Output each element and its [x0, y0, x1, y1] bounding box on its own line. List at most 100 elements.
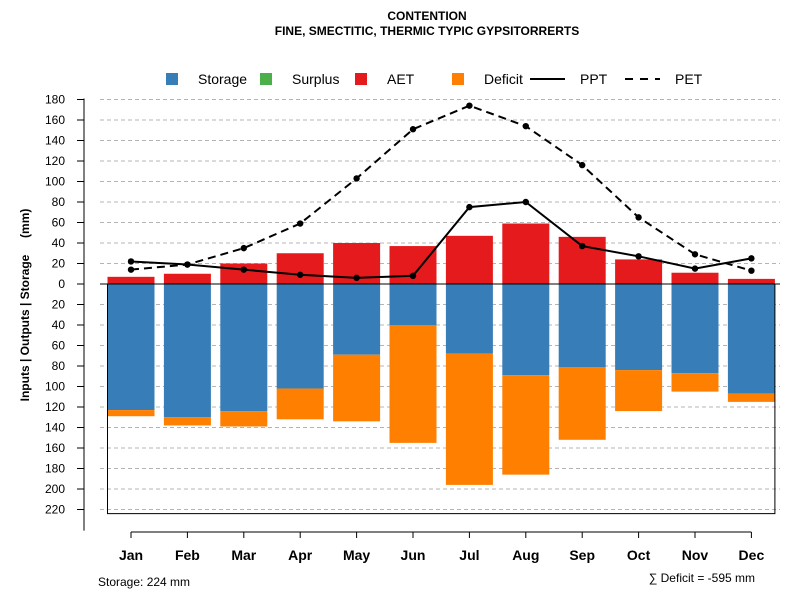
ppt-point: [409, 272, 417, 279]
storage-bar-mar: [220, 284, 268, 412]
y-tick-label: 120: [45, 154, 65, 168]
x-tick-label-sep: Sep: [569, 547, 595, 563]
storage-bar-aug: [502, 284, 550, 376]
legend-label-deficit: Deficit: [484, 71, 523, 87]
x-tick-label-jun: Jun: [401, 547, 426, 563]
lines: [127, 102, 755, 282]
deficit-bar-feb: [163, 417, 211, 426]
y-tick-label: 80: [52, 359, 66, 373]
y-tick-label: 180: [45, 462, 65, 476]
y-tick-label: 180: [45, 93, 65, 107]
aet-bar-aug: [502, 223, 550, 284]
deficit-bar-may: [333, 354, 381, 422]
y-tick-label: 160: [45, 441, 65, 455]
aet-bar-oct: [615, 259, 663, 284]
pet-point: [691, 251, 699, 258]
pet-point: [409, 126, 417, 133]
legend-swatch-aet: [355, 73, 367, 85]
y-tick-label: 40: [52, 236, 66, 250]
deficit-bar-dec: [727, 393, 775, 402]
storage-bar-may: [333, 284, 381, 355]
x-tick-label-aug: Aug: [512, 547, 539, 563]
storage-bar-nov: [671, 284, 719, 374]
ppt-point: [127, 258, 135, 265]
ppt-point: [466, 203, 473, 211]
deficit-sum: ∑ Deficit = -595 mm: [649, 571, 755, 585]
y-tick-label: 200: [45, 482, 65, 496]
pet-line: [130, 104, 752, 272]
pet-point: [127, 266, 135, 273]
pet-point: [466, 102, 473, 109]
y-tick-label: 100: [45, 175, 65, 189]
y-tick-label: 140: [45, 134, 65, 148]
x-tick-label-jul: Jul: [459, 547, 479, 563]
storage-bar-feb: [163, 284, 211, 418]
y-tick-label: 20: [52, 298, 66, 312]
storage-bar-jul: [445, 284, 493, 354]
y-tick-label: 100: [45, 380, 65, 394]
x-tick-label-mar: Mar: [231, 547, 256, 563]
legend-label-storage: Storage: [198, 71, 247, 87]
ppt-point: [579, 242, 586, 250]
chart-title: CONTENTION: [387, 9, 466, 23]
y-axis-label: Inputs | Outputs | Storage (mm): [18, 209, 32, 402]
storage-note: Storage: 224 mm: [98, 575, 190, 589]
aet-bar-feb: [163, 273, 211, 284]
storage-bar-apr: [276, 284, 324, 389]
aet-bar-jul: [445, 235, 493, 284]
ppt-point: [353, 274, 360, 282]
y-axis: 1801601401201008060402002040608010012014…: [45, 93, 85, 531]
pet-point: [353, 175, 360, 182]
ppt-point: [691, 265, 699, 272]
ppt-point: [184, 261, 191, 268]
aet-bar-nov: [671, 272, 719, 284]
aet-bar-jan: [107, 276, 155, 284]
legend-label-ppt: PPT: [580, 71, 608, 87]
y-tick-label: 120: [45, 400, 65, 414]
aet-bar-apr: [276, 253, 324, 284]
legend: Storage Surplus AET Deficit PPT PET: [166, 71, 703, 87]
y-tick-label: 80: [52, 195, 66, 209]
legend-swatch-deficit: [452, 73, 464, 85]
y-tick-label: 60: [52, 216, 66, 230]
y-tick-label: 60: [52, 339, 66, 353]
x-tick-label-apr: Apr: [288, 547, 313, 563]
storage-bar-dec: [727, 284, 775, 394]
storage-bar-jan: [107, 284, 155, 411]
ppt-point: [240, 266, 247, 273]
deficit-bar-jan: [107, 410, 155, 417]
deficit-bar-jun: [389, 325, 437, 443]
x-tick-label-feb: Feb: [175, 547, 200, 563]
deficit-bar-mar: [220, 411, 268, 427]
deficit-bar-aug: [502, 375, 550, 475]
ppt-point: [748, 255, 755, 262]
y-tick-label: 220: [45, 503, 65, 517]
storage-bar-sep: [558, 284, 606, 368]
chart-subtitle: FINE, SMECTITIC, THERMIC TYPIC GYPSITORR…: [275, 24, 579, 38]
legend-label-surplus: Surplus: [292, 71, 339, 87]
pet-point: [297, 220, 304, 227]
y-tick-label: 140: [45, 421, 65, 435]
ppt-line: [130, 200, 752, 279]
pet-point: [579, 161, 586, 169]
bars: [100, 223, 780, 515]
deficit-bar-apr: [276, 388, 324, 420]
y-tick-label: 40: [52, 318, 66, 332]
storage-bar-jun: [389, 284, 437, 325]
y-tick-label: 0: [58, 277, 65, 291]
x-tick-label-dec: Dec: [739, 547, 765, 563]
x-tick-label-oct: Oct: [627, 547, 651, 563]
gridlines: [100, 99, 780, 510]
legend-label-pet: PET: [675, 71, 703, 87]
ppt-point: [297, 271, 304, 278]
aet-bar-dec: [727, 278, 775, 284]
deficit-bar-jul: [445, 353, 493, 485]
legend-swatch-surplus: [260, 73, 272, 85]
y-tick-label: 20: [52, 257, 66, 271]
ppt-point: [522, 198, 529, 206]
x-tick-label-may: May: [343, 547, 370, 563]
legend-swatch-storage: [166, 73, 178, 85]
y-tick-label: 160: [45, 113, 65, 127]
pet-point: [522, 122, 529, 130]
